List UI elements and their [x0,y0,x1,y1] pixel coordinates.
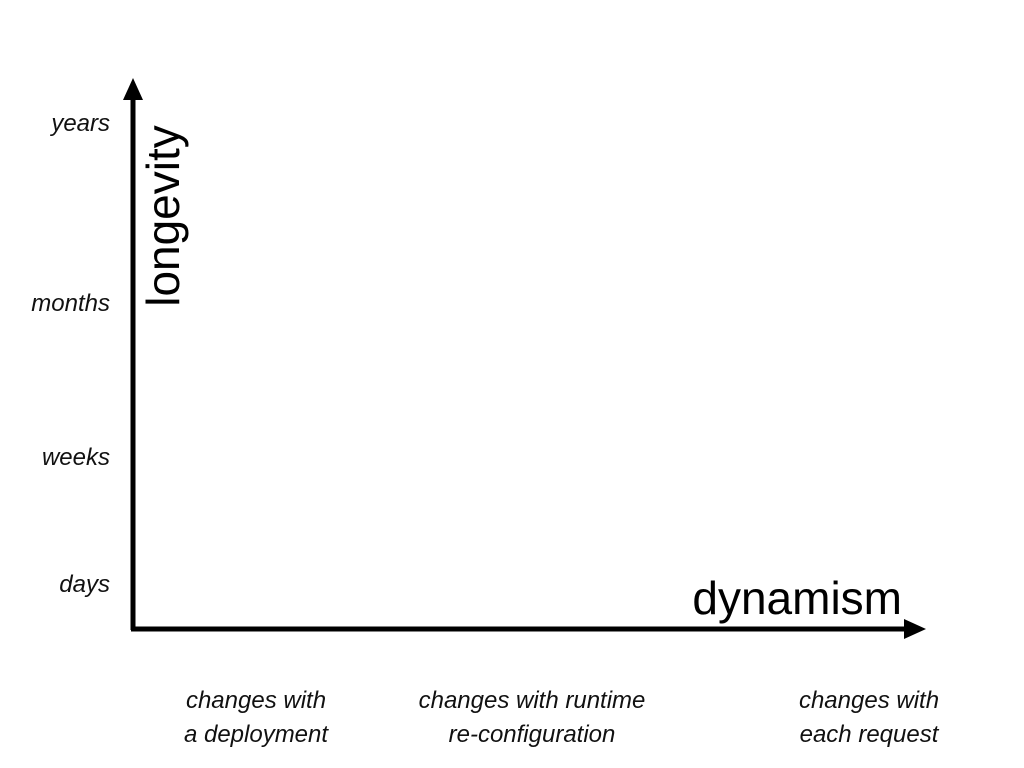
x-tick-deployment-line2: a deployment [183,721,329,748]
x-tick-runtime-line1: changes with runtime [418,687,646,714]
x-tick-request: changes with each request [762,684,976,752]
y-tick-weeks: weeks [41,444,110,471]
x-tick-deployment-line1: changes with [185,687,327,714]
x-tick-request-line2: each request [799,721,939,748]
x-tick-request-line1: changes with [798,687,940,714]
y-tick-days: days [59,571,110,598]
y-tick-years: years [51,110,110,137]
y-axis-title: longevity [137,125,189,307]
x-axis-title: dynamism [692,572,902,624]
x-tick-runtime: changes with runtime re-configuration [382,684,682,752]
y-tick-months: months [31,290,110,317]
y-axis-arrow-icon [123,78,143,100]
x-tick-deployment: changes with a deployment [145,684,367,752]
x-tick-runtime-line2: re-configuration [448,721,616,748]
x-axis-arrow-icon [904,619,926,639]
